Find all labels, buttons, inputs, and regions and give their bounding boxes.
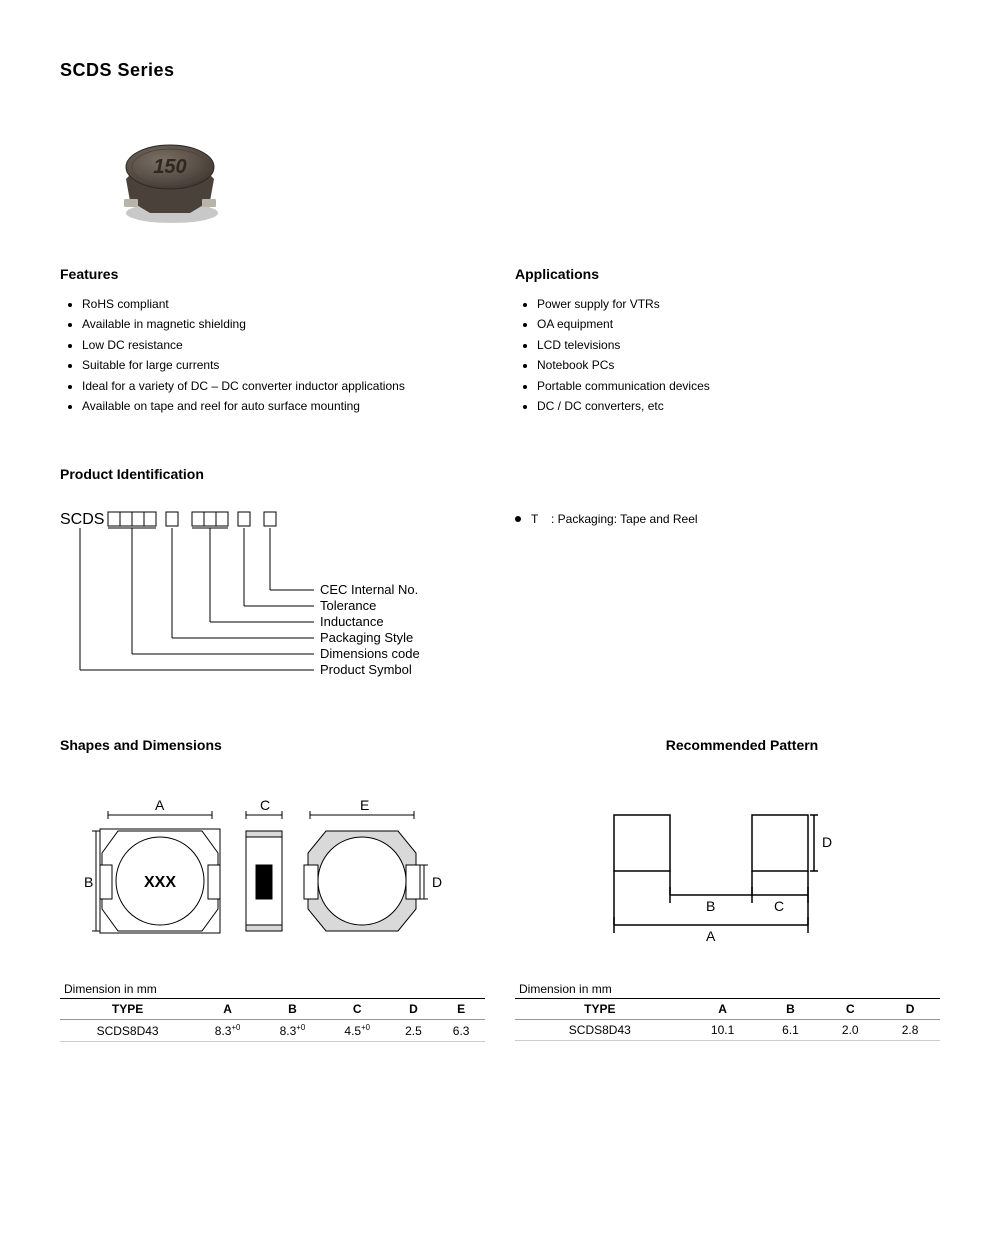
svg-text:XXX: XXX xyxy=(144,874,176,891)
features-heading: Features xyxy=(60,266,485,282)
pattern-table: Dimension in mm TYPE A B C D SCDS8D xyxy=(515,980,940,1042)
feature-item: Suitable for large currents xyxy=(82,355,485,375)
svg-text:E: E xyxy=(360,797,369,813)
col-header: TYPE xyxy=(60,999,195,1020)
svg-text:D: D xyxy=(432,874,442,890)
col-header: A xyxy=(195,999,260,1020)
cell-type: SCDS8D43 xyxy=(60,1020,195,1042)
feature-item: Ideal for a variety of DC – DC converter… xyxy=(82,376,485,396)
applications-heading: Applications xyxy=(515,266,940,282)
feature-item: RoHS compliant xyxy=(82,294,485,314)
col-header: C xyxy=(325,999,390,1020)
svg-text:C: C xyxy=(260,797,270,813)
table-caption: Dimension in mm xyxy=(515,980,940,999)
cell-e: 6.3 xyxy=(437,1020,485,1042)
packaging-text: : Packaging: Tape and Reel xyxy=(551,512,698,526)
col-header: A xyxy=(685,999,761,1020)
table-row: SCDS8D43 10.1 6.1 2.0 2.8 xyxy=(515,1020,940,1041)
product-image: 150 xyxy=(100,121,940,236)
feature-item: Available on tape and reel for auto surf… xyxy=(82,396,485,416)
page-title: SCDS Series xyxy=(60,60,940,81)
col-header: C xyxy=(820,999,880,1020)
application-item: Notebook PCs xyxy=(537,355,940,375)
application-item: Power supply for VTRs xyxy=(537,294,940,314)
application-item: LCD televisions xyxy=(537,335,940,355)
svg-text:A: A xyxy=(706,928,716,944)
col-header: B xyxy=(260,999,325,1020)
table-row: SCDS8D43 8.3+0 8.3+0 4.5+0 2.5 6.3 xyxy=(60,1020,485,1042)
svg-text:-: - xyxy=(255,511,260,527)
table-caption: Dimension in mm xyxy=(60,980,485,999)
application-item: OA equipment xyxy=(537,314,940,334)
product-id-heading: Product Identification xyxy=(60,466,485,482)
shapes-heading: Shapes and Dimensions xyxy=(60,737,544,753)
shapes-table: Dimension in mm TYPE A B C D E xyxy=(60,980,485,1042)
product-id-diagram: SCDS - - xyxy=(60,502,485,697)
svg-text:CEC Internal No.: CEC Internal No. xyxy=(320,582,418,597)
application-item: Portable communication devices xyxy=(537,376,940,396)
applications-list: Power supply for VTRs OA equipment LCD t… xyxy=(515,294,940,416)
svg-text:Packaging Style: Packaging Style xyxy=(320,630,413,645)
features-list: RoHS compliant Available in magnetic shi… xyxy=(60,294,485,416)
svg-text:A: A xyxy=(155,797,165,813)
packaging-note: T : Packaging: Tape and Reel xyxy=(515,512,940,526)
cell-d: 2.8 xyxy=(880,1020,940,1041)
packaging-key: T xyxy=(531,512,551,526)
svg-text:SCDS: SCDS xyxy=(60,511,104,528)
svg-text:B: B xyxy=(706,898,715,914)
svg-text:-: - xyxy=(183,511,188,527)
svg-text:D: D xyxy=(822,834,832,850)
svg-text:B: B xyxy=(84,874,93,890)
component-marking: 150 xyxy=(153,156,186,178)
pattern-heading: Recommended Pattern xyxy=(544,737,940,753)
cell-b: 8.3+0 xyxy=(260,1020,325,1042)
svg-text:Inductance: Inductance xyxy=(320,614,384,629)
bullet-icon xyxy=(515,516,521,522)
col-header: TYPE xyxy=(515,999,685,1020)
svg-text:C: C xyxy=(774,898,784,914)
cell-a: 10.1 xyxy=(685,1020,761,1041)
col-header: E xyxy=(437,999,485,1020)
cell-a: 8.3+0 xyxy=(195,1020,260,1042)
cell-type: SCDS8D43 xyxy=(515,1020,685,1041)
svg-text:Tolerance: Tolerance xyxy=(320,598,376,613)
col-header: D xyxy=(390,999,438,1020)
pattern-diagram: D B C A xyxy=(544,795,940,950)
cell-c: 4.5+0 xyxy=(325,1020,390,1042)
cell-d: 2.5 xyxy=(390,1020,438,1042)
feature-item: Low DC resistance xyxy=(82,335,485,355)
application-item: DC / DC converters, etc xyxy=(537,396,940,416)
shapes-diagram: A XXX B xyxy=(60,795,544,960)
col-header: B xyxy=(761,999,821,1020)
feature-item: Available in magnetic shielding xyxy=(82,314,485,334)
cell-c: 2.0 xyxy=(820,1020,880,1041)
svg-text:Product Symbol: Product Symbol xyxy=(320,662,412,677)
col-header: D xyxy=(880,999,940,1020)
cell-b: 6.1 xyxy=(761,1020,821,1041)
svg-text:Dimensions code: Dimensions code xyxy=(320,646,420,661)
